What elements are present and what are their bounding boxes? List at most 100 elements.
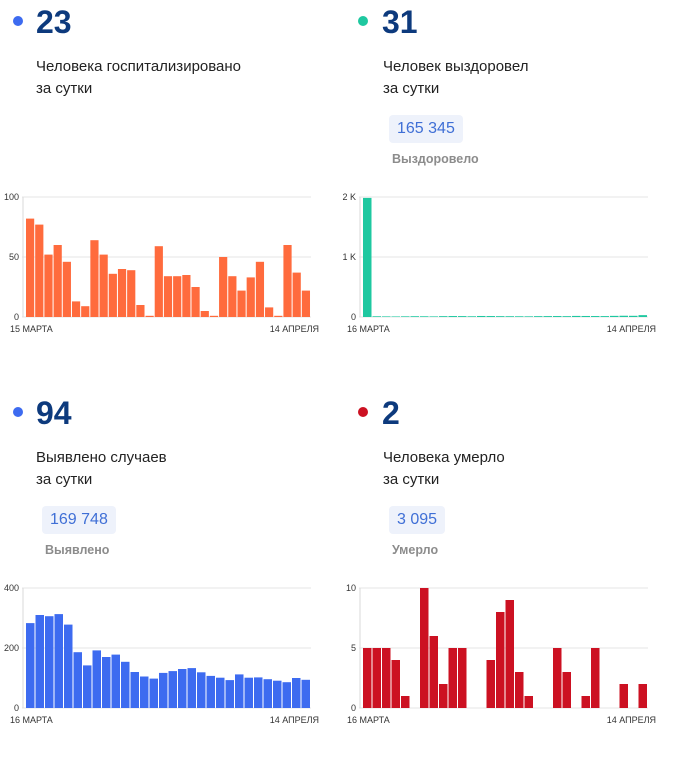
chart-bar	[382, 648, 391, 708]
deaths-chart: 10 5 0 16 МАРТА 14 АПРЕЛЯ	[346, 583, 656, 725]
recovered-count: 31	[382, 4, 418, 40]
chart-bar	[127, 270, 136, 317]
chart-bar	[301, 679, 310, 708]
hospitalized-caption-line2: за сутки	[36, 80, 93, 97]
chart-bar	[92, 650, 101, 708]
detected-chart: 400 200 0 16 МАРТА 14 АПРЕЛЯ	[4, 583, 319, 725]
chart-bar	[382, 316, 391, 317]
chart-bar	[410, 316, 419, 317]
chart-bar	[581, 315, 590, 317]
chart-bar	[182, 275, 191, 317]
chart-bar	[372, 648, 381, 708]
chart-bar	[477, 315, 486, 317]
chart-bar	[591, 316, 600, 317]
chart-bar	[121, 661, 130, 708]
chart-bar	[117, 269, 127, 317]
chart-bar	[246, 277, 255, 317]
chart-bar	[237, 290, 246, 317]
x-end-label: 14 АПРЕЛЯ	[607, 324, 656, 334]
chart-bar	[638, 684, 647, 708]
chart-bar	[263, 679, 272, 708]
recovered-total: 165 345	[389, 115, 463, 143]
chart-bar	[391, 660, 400, 708]
chart-bar	[45, 616, 54, 708]
y-tick-label: 5	[351, 643, 356, 653]
chart-bar	[168, 671, 177, 708]
chart-bar	[178, 669, 187, 708]
chart-bar	[363, 197, 372, 317]
chart-bar	[543, 316, 552, 317]
chart-bar	[401, 316, 410, 317]
chart-bar	[191, 287, 200, 317]
chart-bar	[273, 680, 282, 708]
deaths-caption-line1: Человека умерло	[383, 449, 505, 466]
hospitalized-caption-line1: Человека госпитализировано	[36, 58, 242, 75]
chart-bar	[448, 648, 457, 708]
x-start-label: 16 МАРТА	[10, 715, 53, 725]
x-start-label: 16 МАРТА	[347, 715, 390, 725]
detected-caption-line1: Выявлено случаев	[36, 449, 167, 466]
chart-bar	[496, 316, 505, 317]
chart-bar	[108, 273, 117, 317]
chart-bar	[140, 676, 149, 708]
y-tick-label: 100	[4, 192, 19, 202]
x-end-label: 14 АПРЕЛЯ	[607, 715, 656, 725]
chart-bar	[159, 672, 168, 708]
deaths-caption-line2: за сутки	[383, 471, 440, 488]
recovered-caption: Человек выздоровел за сутки	[383, 56, 653, 100]
chart-bar	[136, 305, 145, 317]
chart-bar	[71, 301, 81, 317]
chart-bar	[524, 696, 533, 708]
chart-bar	[130, 672, 139, 708]
recovered-chart: 2 K 1 K 0 16 МАРТА 14 АПРЕЛЯ	[342, 192, 656, 334]
chart-bar	[149, 678, 158, 708]
chart-bar	[200, 311, 209, 317]
chart-bar	[429, 316, 438, 317]
chart-bar	[562, 672, 571, 708]
chart-bar	[301, 290, 311, 317]
chart-bar	[219, 257, 228, 317]
chart-bar	[638, 315, 647, 317]
chart-bar	[216, 677, 225, 708]
chart-bar	[73, 652, 82, 708]
chart-bar	[600, 316, 609, 317]
chart-bar	[244, 677, 253, 708]
chart-bar	[591, 648, 600, 708]
chart-bar	[111, 654, 120, 708]
chart-bar	[206, 675, 215, 708]
y-tick-label: 0	[351, 312, 356, 322]
chart-bar	[496, 612, 505, 708]
hospitalized-count: 23	[36, 4, 72, 40]
hospitalized-dot	[13, 16, 23, 26]
chart-bar	[619, 315, 628, 317]
chart-bar	[458, 316, 467, 317]
chart-bar	[99, 254, 108, 317]
chart-bar	[90, 240, 99, 317]
y-tick-label: 0	[14, 312, 19, 322]
deaths-panel: 2 Человека умерло за сутки 3 095 Умерло …	[337, 391, 674, 766]
chart-bar	[629, 315, 638, 317]
chart-bar	[44, 254, 53, 317]
y-tick-label: 10	[346, 583, 356, 593]
deaths-caption: Человека умерло за сутки	[383, 447, 653, 491]
chart-bar	[515, 316, 524, 317]
hospitalized-caption: Человека госпитализировано за сутки	[36, 56, 306, 100]
chart-bar	[292, 678, 301, 708]
chart-bar	[35, 224, 44, 317]
chart-bar	[553, 316, 562, 317]
recovered-dot	[358, 16, 368, 26]
chart-bar	[197, 672, 206, 708]
chart-bar	[439, 316, 448, 317]
chart-bar	[562, 316, 571, 317]
chart-bar	[102, 657, 111, 708]
deaths-total: 3 095	[389, 506, 446, 534]
chart-bar	[429, 636, 438, 708]
chart-bar	[420, 316, 429, 317]
detected-count: 94	[36, 395, 72, 431]
chart-bar	[64, 624, 73, 708]
detected-total-label: Выявлено	[45, 543, 110, 557]
chart-bar	[255, 261, 265, 317]
chart-bar	[265, 307, 274, 317]
chart-bar	[363, 648, 372, 708]
x-start-label: 15 МАРТА	[10, 324, 53, 334]
